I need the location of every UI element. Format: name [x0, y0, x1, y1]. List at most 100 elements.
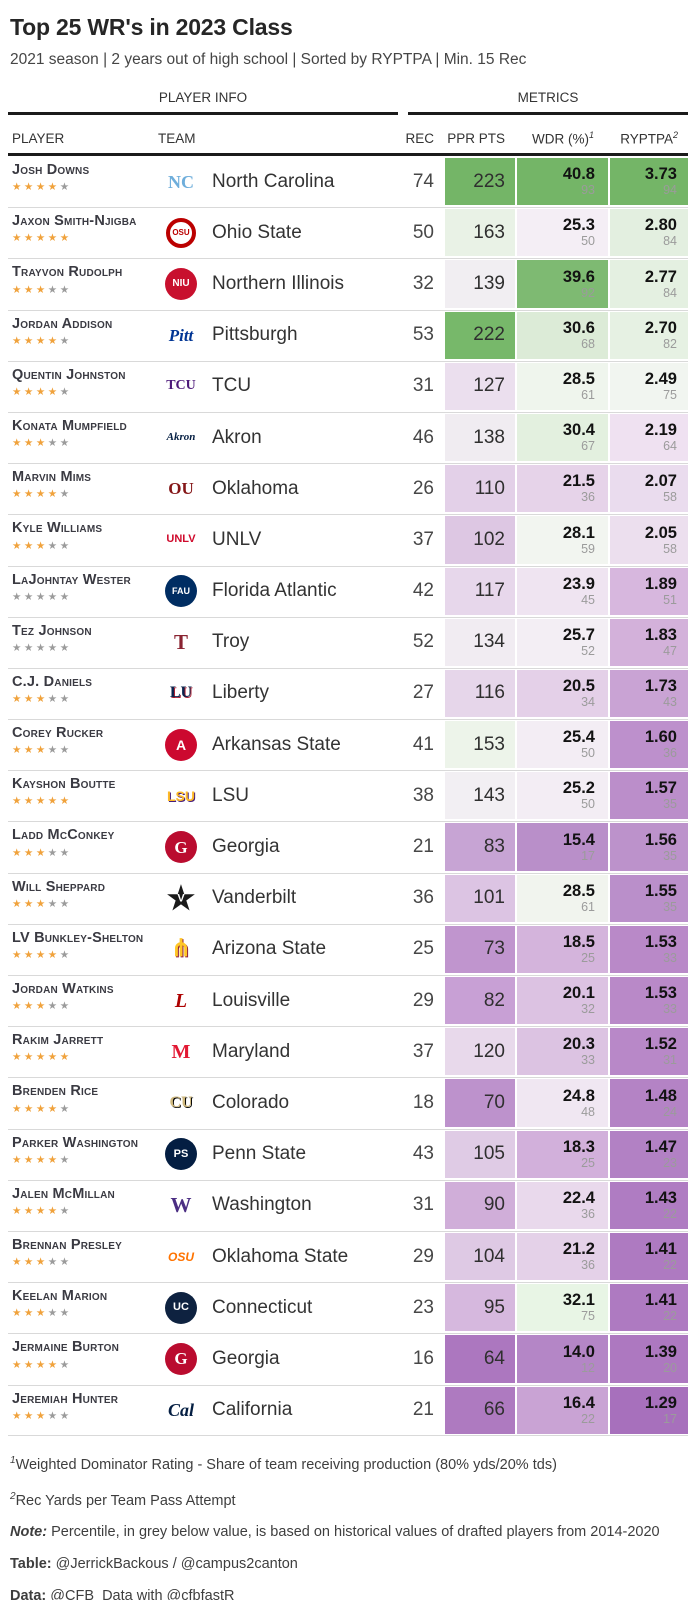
- wdr-heat: 30.4 67: [517, 413, 608, 462]
- player-cell: LaJohntay Wester ★★★★★: [0, 566, 150, 617]
- ppr-pts-value: 83: [483, 836, 505, 858]
- star-filled-icon: ★: [59, 232, 72, 245]
- star-filled-icon: ★: [12, 949, 24, 962]
- player-name: Keelan Marion: [12, 1288, 108, 1305]
- ryptpa-cell: 1.60 36: [608, 719, 688, 770]
- player-name: LaJohntay Wester: [12, 571, 131, 588]
- ryptpa-percentile: 20: [663, 1360, 677, 1375]
- team-logo-text: PS: [173, 1147, 189, 1160]
- wdr-footnote-mark: 1: [588, 129, 594, 140]
- spanner-metrics-label: METRICS: [517, 90, 579, 105]
- player-name: LV Bunkley-Shelton: [12, 929, 144, 946]
- team-logo-text: CU: [169, 1093, 193, 1111]
- arkansas-state-logo-icon: A: [159, 725, 203, 765]
- star-filled-icon: ★: [12, 897, 24, 910]
- wdr-heat: 18.3 25: [517, 1130, 608, 1178]
- column-header-ppr-pts: PPR PTS: [447, 131, 505, 146]
- ryptpa-percentile: 22: [663, 1258, 677, 1273]
- star-empty-icon: ★: [47, 1409, 60, 1422]
- wdr-heat: 20.3 33: [517, 1028, 608, 1076]
- wdr-value: 30.4: [562, 421, 595, 440]
- team-logo-text: OSU: [172, 227, 190, 237]
- team-logo-cell: LSU: [150, 770, 212, 821]
- wdr-value: 28.5: [562, 881, 595, 900]
- rec-value: 37: [412, 1040, 434, 1062]
- ppr-pts-heat: 223: [445, 158, 515, 206]
- rec-value: 23: [412, 1296, 434, 1318]
- star-filled-icon: ★: [23, 232, 36, 245]
- star-empty-icon: ★: [59, 693, 72, 706]
- ppr-pts-heat: 64: [445, 1335, 515, 1383]
- star-filled-icon: ★: [23, 1358, 36, 1371]
- wdr-value: 25.2: [562, 779, 595, 798]
- player-name: Tez Johnson: [12, 622, 92, 639]
- star-filled-icon: ★: [12, 1153, 24, 1166]
- wdr-percentile: 50: [581, 746, 595, 761]
- colorado-logo-icon: CU: [159, 1083, 203, 1123]
- team-logo-cell: NIU: [150, 258, 212, 309]
- ryptpa-cell: 1.56 35: [608, 821, 688, 872]
- star-rating: ★★★★★: [12, 1308, 150, 1319]
- ryptpa-cell: 1.43 22: [608, 1180, 688, 1231]
- wdr-percentile: 12: [581, 1360, 595, 1375]
- player-cell: Ladd McConkey ★★★★★: [0, 821, 150, 872]
- oklahoma-state-logo-icon: OSU: [159, 1237, 203, 1277]
- team-logo-badge: G: [165, 1342, 197, 1375]
- wdr-heat: 15.4 17: [517, 823, 608, 871]
- ppr-pts-value: 105: [473, 1143, 505, 1165]
- ryptpa-cell: 1.29 17: [608, 1385, 688, 1436]
- star-rating: ★★★★★: [12, 694, 150, 705]
- rec-value: 16: [412, 1347, 434, 1369]
- ppr-pts-value: 101: [473, 887, 505, 909]
- arizona-state-logo-icon: ⋔: [159, 929, 203, 969]
- ppr-pts-heat: 95: [445, 1284, 515, 1332]
- team-logo-text: W: [170, 1192, 192, 1217]
- wdr-heat: 16.4 22: [517, 1386, 608, 1434]
- star-rating: ★★★★★: [12, 1155, 150, 1166]
- star-empty-icon: ★: [47, 641, 60, 654]
- team-logo-badge: A: [165, 728, 197, 761]
- rec-value: 27: [412, 682, 434, 704]
- ryptpa-value: 1.83: [644, 625, 677, 644]
- rec-value: 38: [412, 784, 434, 806]
- ryptpa-heat: 1.53 33: [610, 977, 688, 1025]
- wdr-cell: 23.9 45: [515, 566, 608, 617]
- star-empty-icon: ★: [59, 334, 72, 347]
- star-rating: ★★★★★: [12, 1358, 150, 1371]
- wdr-percentile: 68: [581, 336, 595, 351]
- ppr-pts-value: 95: [483, 1296, 505, 1318]
- team-name: Georgia: [212, 836, 280, 858]
- star-filled-icon: ★: [12, 1409, 24, 1422]
- ryptpa-percentile: 43: [663, 695, 677, 710]
- team-name: Florida Atlantic: [212, 580, 337, 602]
- star-filled-icon: ★: [47, 1358, 60, 1371]
- rec-value: 21: [412, 836, 434, 858]
- star-rating: ★★★★★: [12, 950, 150, 961]
- team-logo-cell: FAU: [150, 566, 212, 617]
- ryptpa-percentile: 35: [663, 848, 677, 863]
- maryland-logo-icon: M: [159, 1032, 203, 1072]
- ppr-pts-heat: 101: [445, 874, 515, 922]
- player-name: Jordan Addison: [12, 315, 113, 332]
- wdr-heat: 21.5 36: [517, 465, 608, 513]
- ryptpa-heat: 1.39 20: [610, 1335, 688, 1383]
- ppr-pts-cell: 66: [443, 1385, 515, 1436]
- ppr-pts-heat: 70: [445, 1079, 515, 1127]
- team-logo-text: G: [174, 1349, 188, 1369]
- team-logo-cell: Cal: [150, 1385, 212, 1436]
- team-logo-badge: FAU: [165, 575, 197, 608]
- star-filled-icon: ★: [12, 385, 24, 398]
- wdr-percentile: 48: [581, 1104, 595, 1119]
- ppr-pts-heat: 66: [445, 1386, 515, 1434]
- star-filled-icon: ★: [23, 539, 36, 552]
- ppr-pts-value: 110: [474, 477, 505, 499]
- ppr-pts-value: 138: [473, 426, 505, 448]
- star-filled-icon: ★: [23, 488, 36, 501]
- star-rating: ★★★★★: [12, 745, 150, 756]
- ryptpa-percentile: 24: [663, 1104, 677, 1119]
- wdr-cell: 30.4 67: [515, 412, 608, 463]
- star-filled-icon: ★: [23, 846, 36, 859]
- ryptpa-cell: 1.73 43: [608, 668, 688, 719]
- ryptpa-value: 1.41: [644, 1240, 677, 1259]
- ryptpa-percentile: 23: [663, 1155, 677, 1170]
